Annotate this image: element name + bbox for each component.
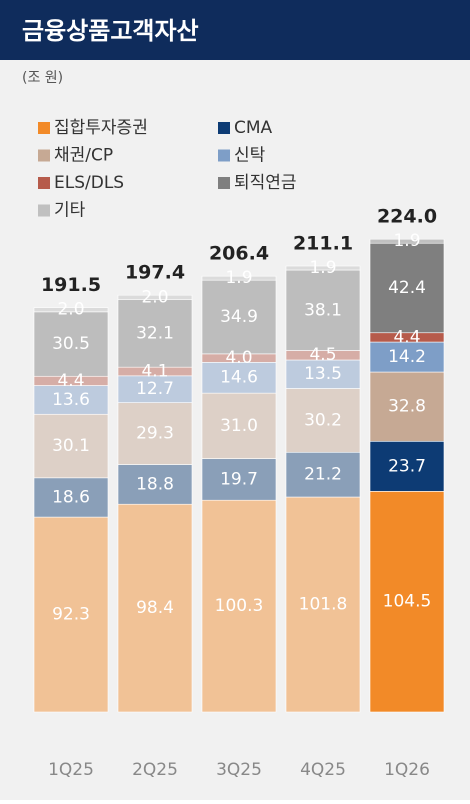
value-label: 18.8: [136, 474, 174, 494]
value-label: 31.0: [220, 416, 258, 436]
legend-label: 기타: [54, 201, 86, 221]
value-label: 4.0: [225, 348, 252, 368]
x-tick-label: 3Q25: [216, 760, 262, 780]
total-label: 211.1: [293, 233, 353, 255]
value-label: 4.5: [309, 345, 336, 365]
value-label: 4.4: [57, 371, 84, 391]
legend-swatch: [38, 204, 50, 217]
x-tick-label: 1Q25: [48, 760, 94, 780]
value-label: 14.2: [388, 347, 426, 367]
bar-segment: [117, 464, 193, 505]
value-label: 30.2: [304, 410, 342, 430]
value-label: 42.4: [388, 278, 426, 298]
bar-segment: [117, 503, 193, 713]
bar-segment: [369, 242, 445, 334]
legend-label: 채권/CP: [54, 146, 113, 166]
value-label: 4.1: [141, 362, 168, 382]
value-label: 2.0: [141, 287, 168, 307]
legend-label: CMA: [234, 118, 273, 138]
legend-swatch: [218, 149, 230, 162]
value-label: 18.6: [52, 487, 90, 507]
bar-segment: [369, 440, 445, 492]
value-label: 23.7: [388, 456, 426, 476]
value-label: 104.5: [383, 592, 432, 612]
legend-label: 집합투자증권: [54, 118, 148, 138]
legend-swatch: [218, 177, 230, 189]
value-label: 13.6: [52, 390, 90, 410]
value-label: 34.9: [220, 307, 258, 327]
legend-swatch: [218, 122, 230, 134]
value-label: 21.2: [304, 465, 342, 485]
value-label: 32.1: [136, 323, 174, 343]
value-label: 4.4: [393, 327, 420, 347]
bar-segment: [33, 477, 109, 518]
bar-segment: [33, 413, 109, 479]
value-label: 1.9: [225, 268, 252, 288]
bar-segment: [285, 265, 361, 271]
bar-segment: [285, 388, 361, 453]
bar-segment: [201, 362, 277, 394]
bar-segment: [369, 341, 445, 373]
bar-segment: [201, 275, 277, 281]
legend-swatch: [38, 177, 50, 189]
value-label: 1.9: [393, 231, 420, 251]
value-label: 1.9: [309, 258, 336, 278]
bar-segment: [117, 402, 193, 465]
total-label: 224.0: [377, 206, 437, 228]
value-label: 2.0: [57, 300, 84, 320]
total-label: 191.5: [41, 274, 101, 296]
bar-segment: [117, 299, 193, 368]
value-label: 38.1: [304, 300, 342, 320]
value-label: 19.7: [220, 469, 258, 489]
bar-segment: [285, 359, 361, 389]
legend-swatch: [38, 122, 50, 134]
value-label: 101.8: [299, 595, 348, 615]
value-label: 13.5: [304, 364, 342, 384]
bar-segment: [33, 307, 109, 313]
value-label: 100.3: [215, 596, 264, 616]
x-tick-label: 1Q26: [384, 760, 430, 780]
value-label: 14.6: [220, 368, 258, 388]
value-label: 30.1: [52, 436, 90, 456]
total-label: 206.4: [209, 243, 269, 265]
value-label: 32.8: [388, 397, 426, 417]
bar-segment: [33, 516, 109, 713]
x-tick-label: 2Q25: [132, 760, 178, 780]
bar-segment: [285, 269, 361, 351]
unit-label: (조 원): [22, 70, 63, 86]
bar-segment: [201, 499, 277, 713]
bar-segment: [369, 491, 445, 713]
bar-segment: [369, 371, 445, 442]
value-label: 98.4: [136, 598, 174, 618]
bar-segment: [201, 279, 277, 355]
bar-segment: [369, 238, 445, 244]
bar-segment: [201, 458, 277, 501]
bar-segment: [285, 496, 361, 713]
bar-segment: [117, 375, 193, 403]
value-label: 92.3: [52, 605, 90, 625]
value-label: 12.7: [136, 379, 174, 399]
legend-swatch: [38, 149, 50, 162]
bar-segment: [285, 451, 361, 498]
value-label: 30.5: [52, 334, 90, 354]
chart-title: 금융상품고객자산: [22, 17, 199, 45]
header: [0, 0, 470, 60]
x-tick-label: 4Q25: [300, 760, 346, 780]
value-label: 29.3: [136, 424, 174, 444]
legend-label: 퇴직연금: [234, 173, 297, 193]
bar-segment: [201, 392, 277, 459]
bar-segment: [117, 294, 193, 300]
legend-label: ELS/DLS: [54, 173, 124, 193]
legend-label: 신탁: [234, 146, 266, 166]
total-label: 197.4: [125, 262, 185, 284]
